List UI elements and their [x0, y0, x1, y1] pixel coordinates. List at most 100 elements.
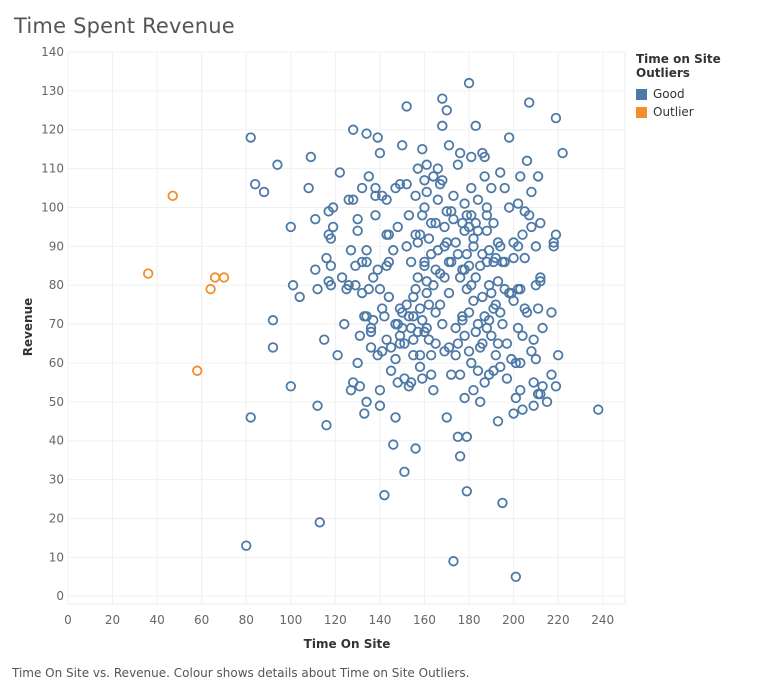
outlier-point[interactable]	[205, 283, 216, 295]
good-point[interactable]	[532, 171, 544, 182]
good-point[interactable]	[517, 404, 528, 415]
good-point[interactable]	[517, 330, 528, 341]
good-point[interactable]	[461, 248, 473, 260]
good-point[interactable]	[481, 256, 493, 268]
good-point[interactable]	[399, 338, 410, 349]
good-point[interactable]	[528, 400, 539, 411]
good-point[interactable]	[408, 311, 419, 322]
good-point[interactable]	[383, 256, 395, 268]
good-point[interactable]	[593, 404, 604, 415]
good-point[interactable]	[441, 412, 452, 423]
good-point[interactable]	[394, 178, 406, 190]
good-point[interactable]	[463, 307, 475, 318]
good-point[interactable]	[401, 241, 412, 252]
good-point[interactable]	[374, 283, 386, 295]
good-point[interactable]	[535, 276, 546, 287]
good-point[interactable]	[490, 299, 501, 310]
good-point[interactable]	[354, 381, 366, 392]
good-point[interactable]	[314, 517, 325, 528]
good-point[interactable]	[334, 167, 346, 178]
good-point[interactable]	[495, 167, 506, 178]
good-point[interactable]	[488, 217, 499, 229]
good-point[interactable]	[526, 346, 537, 357]
good-point[interactable]	[319, 334, 330, 345]
good-point[interactable]	[370, 190, 381, 202]
good-point[interactable]	[361, 396, 372, 408]
good-point[interactable]	[515, 384, 526, 396]
legend-item-outlier[interactable]: Outlier	[636, 103, 767, 121]
outlier-point[interactable]	[167, 190, 178, 202]
good-point[interactable]	[477, 338, 488, 349]
good-point[interactable]	[294, 291, 305, 303]
good-point[interactable]	[388, 245, 399, 256]
good-point[interactable]	[327, 202, 339, 213]
good-point[interactable]	[481, 210, 493, 221]
good-point[interactable]	[419, 260, 430, 272]
good-point[interactable]	[425, 350, 437, 361]
good-point[interactable]	[461, 210, 473, 221]
good-point[interactable]	[368, 315, 379, 326]
good-point[interactable]	[414, 303, 426, 314]
good-point[interactable]	[503, 202, 515, 213]
good-point[interactable]	[327, 221, 339, 233]
good-point[interactable]	[368, 272, 379, 283]
good-point[interactable]	[510, 392, 522, 404]
good-point[interactable]	[510, 357, 522, 369]
good-point[interactable]	[321, 252, 332, 264]
good-point[interactable]	[343, 194, 354, 205]
good-point[interactable]	[528, 334, 539, 345]
good-point[interactable]	[372, 132, 383, 143]
good-point[interactable]	[428, 171, 439, 182]
outlier-point[interactable]	[192, 365, 203, 376]
good-point[interactable]	[463, 77, 475, 89]
good-point[interactable]	[383, 291, 395, 303]
good-point[interactable]	[437, 175, 448, 186]
good-point[interactable]	[477, 291, 488, 303]
good-point[interactable]	[521, 155, 533, 167]
good-point[interactable]	[401, 299, 412, 310]
good-point[interactable]	[379, 489, 390, 501]
good-point[interactable]	[532, 303, 544, 314]
good-point[interactable]	[443, 342, 455, 353]
good-point[interactable]	[530, 241, 542, 252]
good-point[interactable]	[515, 357, 526, 369]
good-point[interactable]	[557, 147, 568, 159]
good-point[interactable]	[546, 307, 557, 318]
good-point[interactable]	[361, 256, 372, 268]
good-point[interactable]	[550, 112, 562, 124]
good-point[interactable]	[258, 186, 270, 198]
good-point[interactable]	[443, 140, 455, 151]
good-point[interactable]	[492, 276, 504, 287]
good-point[interactable]	[325, 233, 337, 244]
good-point[interactable]	[461, 431, 473, 443]
good-point[interactable]	[508, 252, 519, 264]
good-point[interactable]	[412, 272, 423, 283]
good-point[interactable]	[448, 213, 459, 225]
good-point[interactable]	[492, 338, 504, 349]
good-point[interactable]	[519, 252, 530, 264]
good-point[interactable]	[495, 361, 506, 373]
good-point[interactable]	[497, 318, 508, 330]
good-point[interactable]	[325, 280, 337, 291]
good-point[interactable]	[267, 342, 279, 353]
good-point[interactable]	[535, 272, 546, 283]
good-point[interactable]	[503, 132, 515, 143]
good-point[interactable]	[359, 408, 370, 419]
good-point[interactable]	[515, 283, 526, 295]
good-point[interactable]	[508, 408, 519, 419]
good-point[interactable]	[523, 97, 535, 108]
good-point[interactable]	[495, 307, 506, 318]
good-point[interactable]	[392, 221, 403, 233]
good-point[interactable]	[383, 229, 395, 240]
good-point[interactable]	[474, 396, 486, 408]
good-point[interactable]	[267, 315, 279, 326]
good-point[interactable]	[541, 396, 553, 408]
good-point[interactable]	[401, 178, 412, 190]
good-point[interactable]	[459, 330, 470, 341]
good-point[interactable]	[452, 159, 464, 170]
good-point[interactable]	[421, 287, 432, 299]
good-point[interactable]	[441, 105, 452, 116]
good-point[interactable]	[325, 260, 337, 272]
good-point[interactable]	[512, 241, 524, 252]
good-point[interactable]	[450, 350, 461, 361]
